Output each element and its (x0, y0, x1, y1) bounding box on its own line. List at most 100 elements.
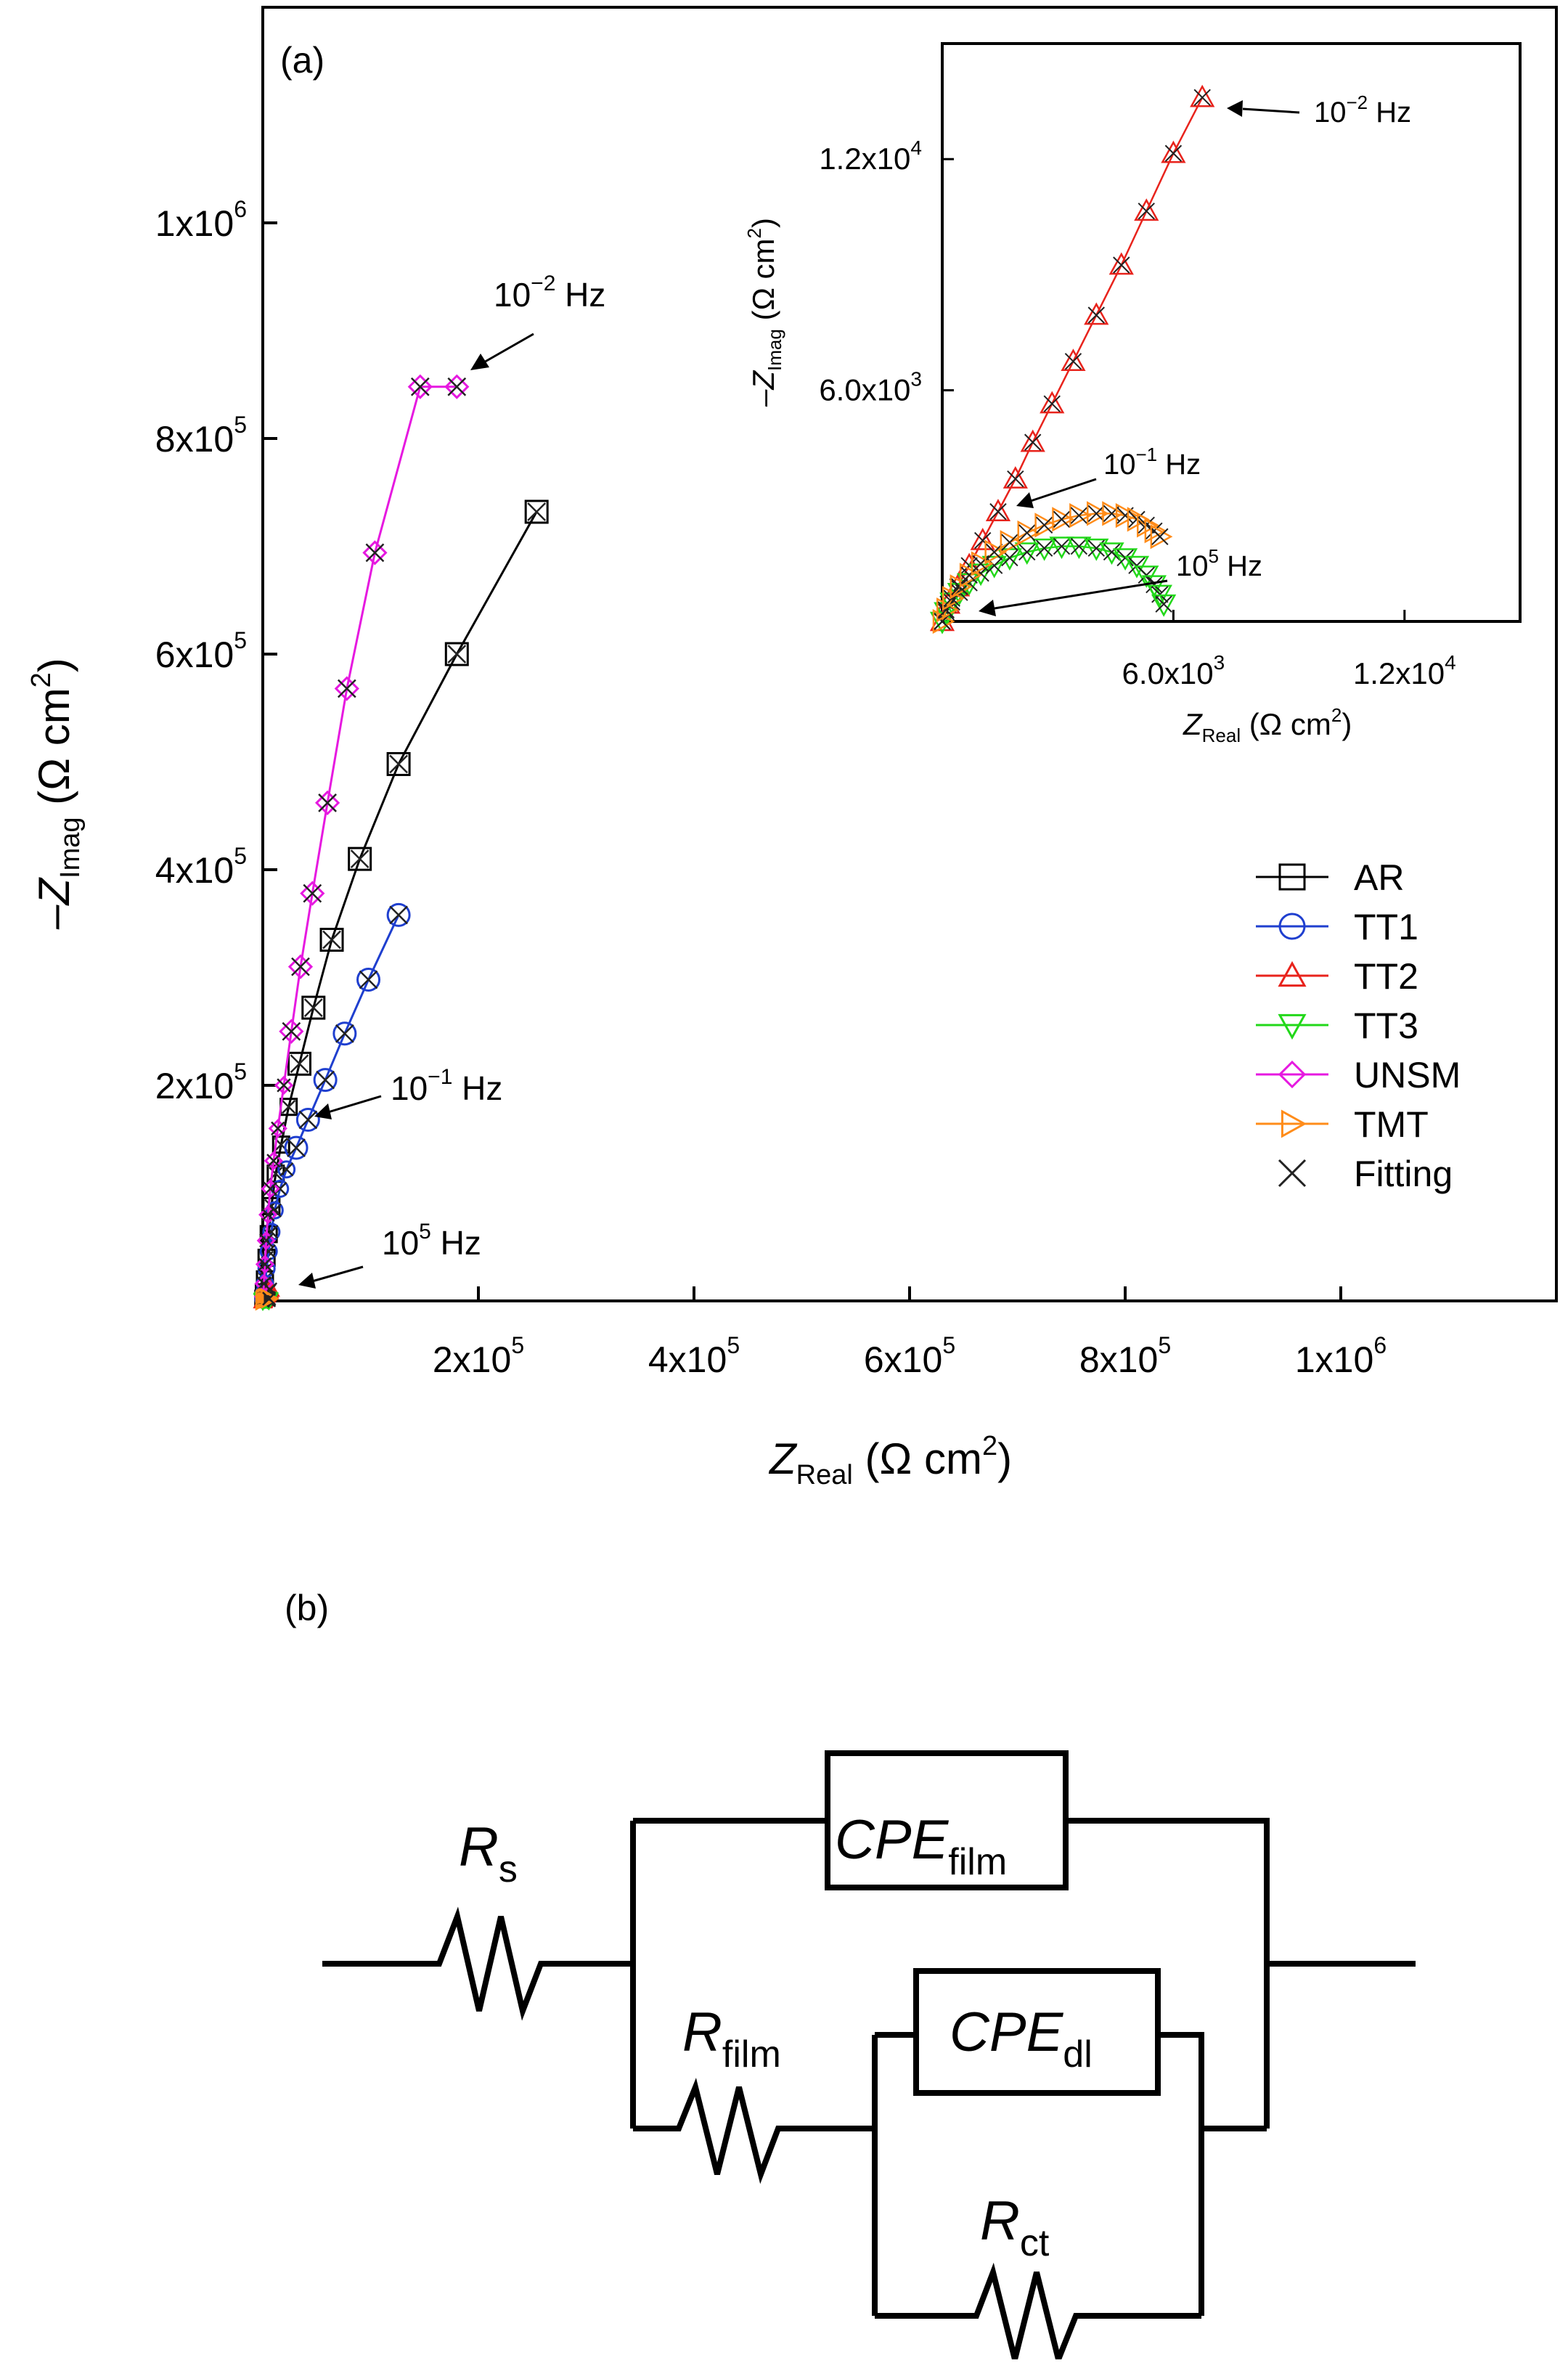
data-point (1049, 536, 1074, 560)
inset-annotation-10-2hz: 10−2 Hz (1227, 91, 1411, 128)
fit-marker (1138, 566, 1155, 584)
fit-marker (337, 679, 356, 698)
data-point (971, 551, 994, 576)
legend-label: AR (1354, 857, 1404, 898)
fit-marker (1146, 576, 1163, 594)
data-point (1150, 524, 1173, 550)
fit-marker (365, 543, 385, 563)
data-point (1040, 391, 1065, 414)
arrow-head (470, 354, 489, 370)
arrow-head (298, 1273, 316, 1289)
fit-marker (389, 905, 408, 925)
data-point (1151, 594, 1177, 617)
fit-marker (350, 849, 369, 869)
fit-marker (1116, 549, 1134, 567)
fit-marker (389, 754, 408, 774)
data-point (1087, 501, 1109, 526)
fit-marker (322, 930, 341, 950)
main-y-tick-label-3: 8x105 (155, 412, 247, 460)
data-point (348, 846, 372, 871)
main-series-tmt (255, 1288, 279, 1311)
data-point (1017, 520, 1040, 546)
inset-x-tick-label-1: 1.2x104 (1353, 651, 1456, 690)
data-point (264, 1151, 283, 1171)
main-y-tick-label-0: 2x105 (155, 1058, 247, 1106)
data-point (279, 1019, 304, 1044)
fit-marker (290, 1054, 309, 1074)
arrow-line (1030, 478, 1097, 502)
fit-marker (1070, 507, 1088, 524)
arrow-head (1016, 492, 1034, 508)
fit-marker (291, 957, 310, 976)
data-point (1161, 140, 1186, 163)
resistor-rs (322, 1906, 633, 2021)
fit-marker (267, 1203, 282, 1217)
inner-parallel-wire (872, 2032, 1204, 2316)
fit-marker (1087, 505, 1105, 523)
legend-marker (1278, 1159, 1307, 1188)
main-y-tick-label-2: 6x105 (155, 627, 247, 675)
data-point (524, 499, 549, 524)
data-point (1052, 507, 1075, 532)
data-point (287, 1051, 311, 1076)
data-point (1084, 302, 1109, 325)
data-point (1102, 501, 1125, 526)
data-point (1137, 513, 1159, 538)
data-point (936, 597, 959, 623)
data-point (984, 539, 1008, 565)
arrow-head (1227, 100, 1243, 117)
panel-a-label: (a) (280, 40, 324, 81)
data-point (261, 1289, 279, 1309)
data-point (301, 995, 326, 1020)
main-series-unsm (253, 374, 470, 1307)
fit-marker (279, 1162, 294, 1177)
data-point (386, 751, 411, 776)
svg-text:10−1 Hz: 10−1 Hz (391, 1065, 502, 1107)
series-line (262, 385, 457, 1297)
data-point (334, 676, 359, 701)
data-point (985, 499, 1011, 522)
main-y-axis-title: –ZImag (Ω cm2) (26, 658, 86, 930)
inset-tick-marks (942, 158, 1406, 621)
data-point (265, 1201, 284, 1220)
main-x-axis-title: ZReal (Ω cm2) (768, 1431, 1012, 1490)
inset-x-tick-label-0: 6.0x103 (1122, 651, 1225, 690)
fit-marker (262, 1291, 277, 1306)
fit-marker (359, 970, 378, 989)
data-point (300, 881, 325, 906)
inset-plot-frame (941, 42, 1522, 623)
data-point (362, 540, 388, 566)
data-point (1134, 198, 1159, 221)
legend-marker (1278, 913, 1306, 940)
label-cpe-film: CPEfilm (835, 1809, 1007, 1883)
fit-marker (318, 793, 337, 812)
fit-marker (989, 503, 1007, 521)
panel-b-label: (b) (285, 1588, 329, 1628)
legend-label: TMT (1354, 1104, 1429, 1145)
fit-marker (259, 1233, 274, 1248)
fit-marker (258, 1257, 272, 1272)
main-x-tick-label-1: 4x105 (648, 1332, 740, 1380)
svg-text:10−1 Hz: 10−1 Hz (1103, 444, 1201, 481)
data-point (981, 555, 1007, 579)
fit-marker (1018, 524, 1036, 542)
data-point (407, 374, 433, 399)
series-line (262, 511, 538, 1299)
data-point (1108, 252, 1134, 275)
data-point (319, 928, 344, 952)
data-point (258, 1205, 278, 1225)
label-rs: Rs (459, 1816, 518, 1890)
inset-y-tick-label-1: 1.2x104 (819, 136, 922, 176)
arrow-head (314, 1103, 332, 1119)
fit-marker (410, 377, 430, 396)
fit-marker (335, 1024, 354, 1043)
fit-marker (271, 1121, 285, 1136)
data-point (277, 1160, 296, 1179)
data-point (1020, 429, 1045, 452)
label-rct: Rct (980, 2190, 1050, 2264)
fit-marker (287, 1138, 306, 1158)
fit-marker (1001, 534, 1018, 551)
legend-item-ar: AR (1256, 857, 1404, 898)
arrow-head (979, 600, 996, 616)
